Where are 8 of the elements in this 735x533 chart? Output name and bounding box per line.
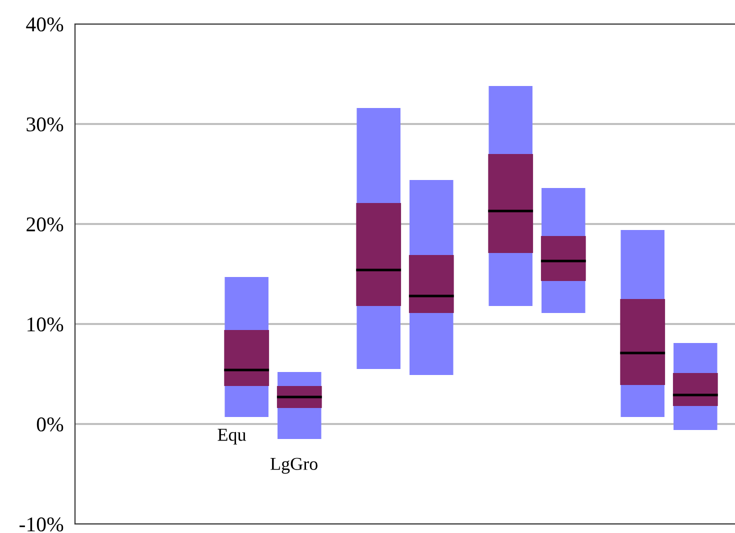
y-tick-label: 30% bbox=[26, 117, 64, 132]
y-tick-label: -10% bbox=[20, 517, 64, 532]
y-tick-label: 10% bbox=[28, 317, 64, 332]
y-tick-label: 40% bbox=[26, 17, 64, 32]
x-tick-label: Equ bbox=[218, 428, 246, 445]
x-tick-label: LgGro bbox=[270, 458, 318, 474]
y-tick-label: 20% bbox=[26, 217, 64, 232]
y-tick-label: 0% bbox=[36, 417, 64, 432]
